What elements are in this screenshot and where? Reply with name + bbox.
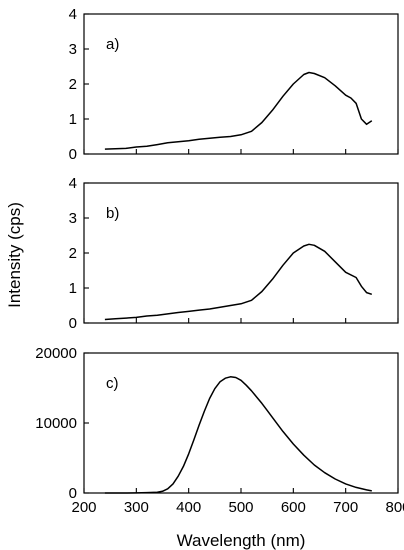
plot-frame xyxy=(83,13,399,155)
series-line xyxy=(104,71,373,150)
y-tick-label: 3 xyxy=(69,41,77,58)
series-line xyxy=(104,376,372,494)
y-tick-label: 1 xyxy=(69,280,77,297)
plot-frame xyxy=(83,182,399,324)
panels: 0 1 2 3 4 a) 0 1 2 3 4 b) 0 10000 20000 200 300 400 500 600… xyxy=(35,6,404,516)
chart-panel: 0 1 2 3 4 a) xyxy=(69,6,399,163)
y-tick-label: 4 xyxy=(69,6,77,23)
x-tick-label: 200 xyxy=(71,499,96,516)
plot-frame xyxy=(83,352,399,494)
x-tick-label: 400 xyxy=(176,499,201,516)
y-tick-label: 0 xyxy=(69,146,77,163)
chart-panel: 0 1 2 3 4 b) xyxy=(69,175,399,332)
chart-panel: 0 10000 20000 200 300 400 500 600 700 800 c) xyxy=(35,345,404,516)
y-tick-label: 2 xyxy=(69,76,77,93)
panel-label: c) xyxy=(106,375,119,392)
y-tick-label: 2 xyxy=(69,245,77,262)
series-line xyxy=(104,243,373,321)
y-tick-label: 20000 xyxy=(35,345,77,362)
y-tick-label: 0 xyxy=(69,315,77,332)
y-axis-title: Intensity (cps) xyxy=(5,202,24,308)
x-tick-label: 800 xyxy=(385,499,404,516)
y-tick-label: 3 xyxy=(69,210,77,227)
y-tick-label: 1 xyxy=(69,111,77,128)
panel-label: a) xyxy=(106,36,119,53)
x-tick-label: 700 xyxy=(333,499,358,516)
y-tick-label: 4 xyxy=(69,175,77,192)
x-tick-label: 600 xyxy=(281,499,306,516)
x-tick-label: 300 xyxy=(124,499,149,516)
panel-label: b) xyxy=(106,205,119,222)
x-tick-label: 500 xyxy=(228,499,253,516)
x-axis-title: Wavelength (nm) xyxy=(177,531,306,550)
y-tick-label: 10000 xyxy=(35,415,77,432)
y-tick-label: 0 xyxy=(69,485,77,502)
